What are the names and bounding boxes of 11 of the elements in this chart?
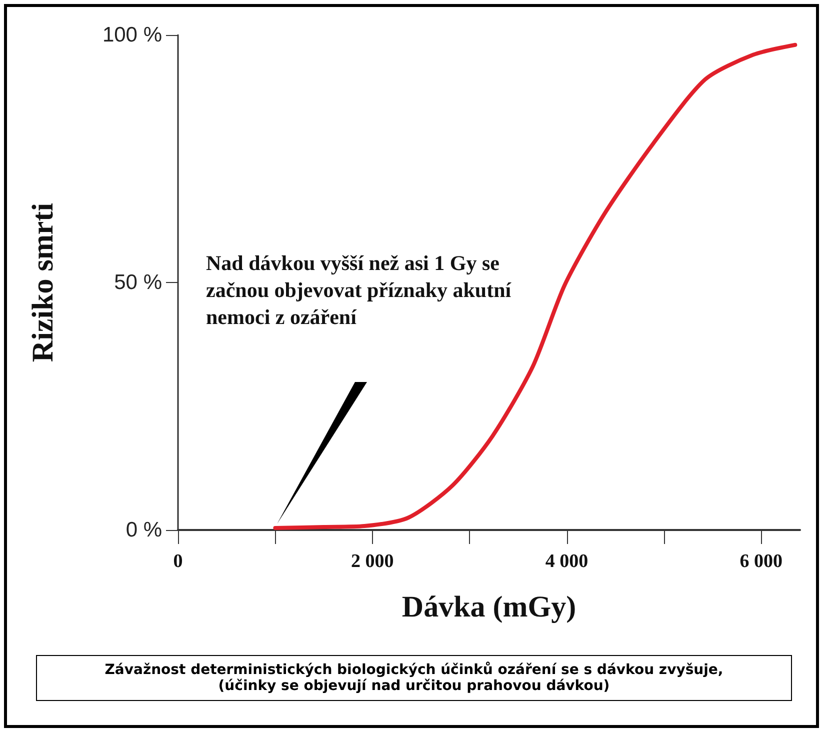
- x-tick-label: 2 000: [351, 551, 394, 572]
- y-tick-label: 50 %: [114, 271, 162, 294]
- x-axis-title: Dávka (mGy): [402, 590, 576, 624]
- y-tick-label: 100 %: [102, 24, 162, 46]
- y-tick-label: 0 %: [126, 518, 162, 542]
- annotation: Nad dávkou vyšší než asi 1 Gy se začnou objevovat příznaky akutní nemoci z ozáření: [206, 250, 512, 331]
- y-axis-title: Riziko smrti: [26, 202, 60, 362]
- x-tick-label: 6 000: [740, 551, 782, 572]
- x-tick-label: 4 000: [545, 551, 588, 572]
- text: Závažnost deterministických biologických účinků ozáření se s dávkou zvyšuje, (účinky se objevují nad určitou prahovou dávkou): [104, 662, 724, 694]
- x-tick-label: 0: [173, 551, 183, 572]
